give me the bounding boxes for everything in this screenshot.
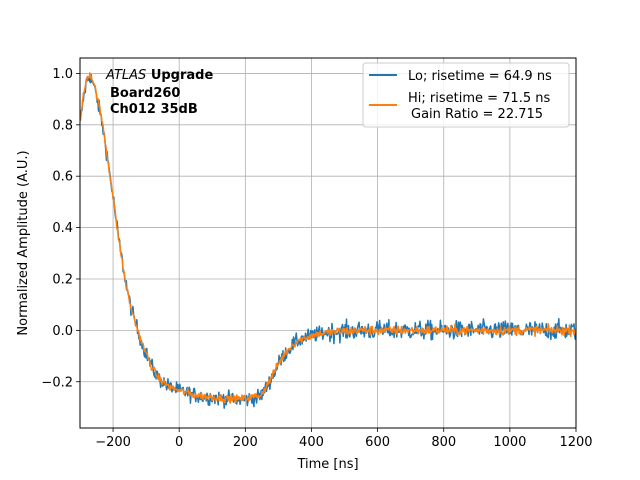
annotation-upgrade: Upgrade	[151, 68, 214, 83]
y-tick-label: −0.2	[41, 375, 73, 390]
x-axis-label: Time [ns]	[296, 457, 358, 472]
x-tick-label: −200	[95, 435, 131, 450]
axes-frame	[79, 57, 577, 429]
x-tick-label: 1200	[559, 435, 592, 450]
annotation: ATLAS Upgrade Board260 Ch012 35dB	[105, 68, 213, 117]
legend-label-lo: Lo; risetime = 64.9 ns	[408, 69, 552, 84]
y-tick-label: 0.8	[52, 118, 73, 133]
series-line-1	[80, 72, 576, 405]
series-lines	[80, 72, 576, 409]
y-tick-label: 0.6	[52, 170, 73, 185]
x-tick-label: 600	[365, 435, 390, 450]
legend: Lo; risetime = 64.9 ns Hi; risetime = 71…	[362, 62, 570, 128]
plot-area	[80, 72, 576, 409]
y-tick-label: 0.0	[52, 324, 73, 339]
legend-label-hi: Hi; risetime = 71.5 ns	[408, 91, 550, 106]
y-tick-label: 1.0	[52, 67, 73, 82]
x-tick-label: 0	[175, 435, 183, 450]
y-tick-label: 0.2	[52, 272, 73, 287]
annotation-atlas: ATLAS	[105, 68, 146, 83]
y-tick-label: 0.4	[52, 221, 73, 236]
legend-label-hi-line2: Gain Ratio = 22.715	[411, 107, 543, 122]
annotation-line2: Board260	[110, 86, 180, 101]
annotation-line3: Ch012 35dB	[110, 102, 198, 117]
x-tick-label: 800	[431, 435, 456, 450]
x-tick-label: 1000	[493, 435, 526, 450]
x-tick-label: 400	[299, 435, 324, 450]
legend-box	[362, 62, 570, 128]
x-tick-label: 200	[233, 435, 258, 450]
y-axis-label: Normalized Amplitude (A.U.)	[16, 150, 31, 335]
annotation-line1: ATLAS Upgrade	[105, 68, 213, 83]
ticks: −200 0 200 400 600 800 1000 1200 −0.2 0.0 0.2 0.4 0.…	[41, 67, 592, 450]
